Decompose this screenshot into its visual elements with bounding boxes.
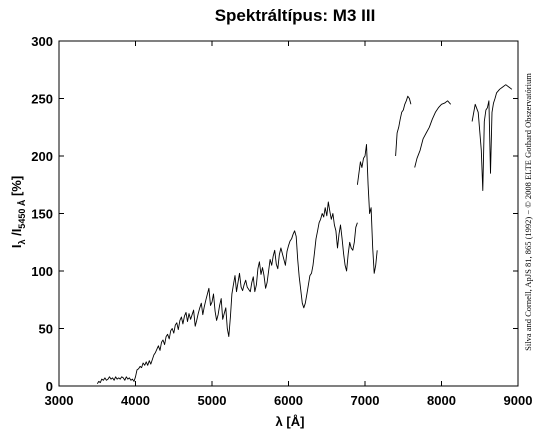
y-tick-label: 300	[31, 34, 53, 49]
x-axis-label: λ [Å]	[276, 414, 305, 429]
chart-title: Spektráltípus: M3 III	[215, 6, 376, 25]
spectrum-segment-2	[356, 144, 378, 274]
x-tick-label: 6000	[274, 393, 303, 408]
credit-text: Silva and Cornell, ApJS 81, 865 (1992) −…	[523, 73, 533, 351]
spectrum-segment-4	[414, 100, 452, 168]
y-tick-label: 250	[31, 92, 53, 107]
y-tick-label: 100	[31, 264, 53, 279]
axis-ticks: 3000 4000 5000 6000 7000 8000 9000 0 50 100 150 200…	[31, 34, 532, 408]
y-tick-label: 0	[46, 379, 53, 394]
spectrum-segment-1	[96, 201, 358, 384]
y-label-unit: [%]	[9, 176, 24, 200]
x-tick-label: 5000	[198, 393, 227, 408]
y-label-mid: /I	[9, 229, 24, 240]
y-tick-label: 150	[31, 207, 53, 222]
spectrum-segment-5	[471, 84, 513, 191]
y-label-sub1: λ	[17, 240, 27, 245]
y-label-main: I	[9, 245, 24, 249]
x-tick-label: 3000	[45, 393, 74, 408]
x-tick-label: 7000	[351, 393, 380, 408]
x-tick-label: 4000	[121, 393, 150, 408]
spectrum-segment-3	[395, 95, 412, 157]
y-tick-label: 200	[31, 149, 53, 164]
spectrum-lines	[96, 84, 513, 384]
y-label-sub2: 5450 Å	[17, 199, 27, 229]
x-tick-label: 9000	[504, 393, 533, 408]
y-axis-label: Iλ /I5450 Å [%]	[9, 176, 27, 248]
y-tick-label: 50	[39, 322, 53, 337]
x-tick-label: 8000	[427, 393, 456, 408]
plot-frame	[58, 40, 519, 387]
